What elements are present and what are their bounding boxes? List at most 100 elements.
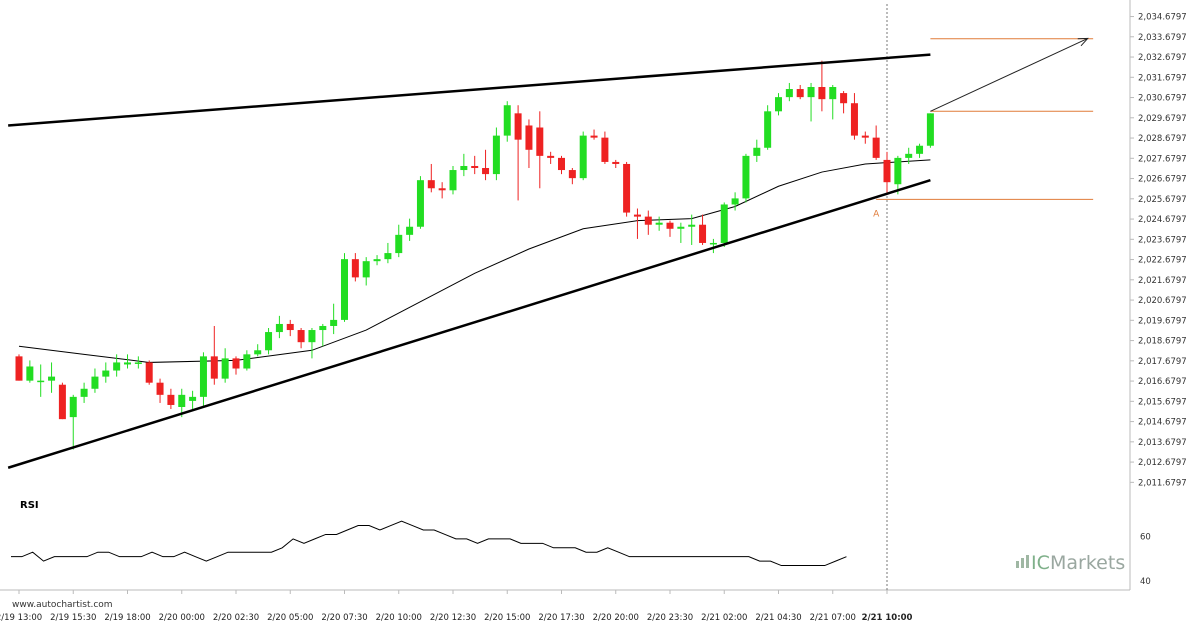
axes-layer: 2,034.6797 2,033.6797 2,032.6797 2,031.6797…	[0, 13, 1187, 623]
candle-body	[91, 376, 99, 389]
candle-body	[124, 362, 131, 365]
y-tick-label: 2,030.6797	[1138, 94, 1187, 104]
candle-body	[69, 396, 77, 418]
candle	[872, 125, 880, 160]
candle	[471, 155, 479, 175]
candle	[894, 155, 902, 195]
candle	[699, 214, 707, 245]
candle-body	[601, 137, 609, 162]
y-tick-label: 2,021.6797	[1138, 276, 1187, 286]
candle	[861, 131, 869, 144]
candle	[275, 315, 283, 339]
candle	[210, 325, 218, 385]
candle	[297, 328, 305, 349]
candle-body	[395, 234, 403, 254]
x-tick-label: 2/20 00:00	[159, 613, 205, 623]
x-tick-label: 2/20 07:30	[321, 613, 367, 623]
candle	[731, 192, 739, 211]
candle-body	[688, 224, 696, 227]
candle	[319, 323, 327, 347]
candle-body	[742, 155, 750, 199]
candle-body	[568, 170, 576, 179]
candle-body	[764, 111, 772, 148]
candle-body	[26, 366, 34, 381]
candle-body	[731, 198, 739, 205]
candle-body	[633, 214, 641, 217]
y-tick-label: 2,024.6797	[1138, 215, 1187, 225]
candle-body	[850, 103, 858, 136]
candle-body	[275, 323, 283, 333]
candle	[503, 101, 511, 142]
candle-body	[351, 259, 359, 278]
candle-body	[482, 168, 490, 175]
candle	[26, 360, 34, 383]
x-tick-label: 2/20 12:30	[430, 613, 476, 623]
candle	[796, 84, 804, 100]
y-tick-label: 2,016.6797	[1138, 377, 1187, 387]
candle	[775, 93, 782, 116]
candle	[69, 394, 77, 450]
x-tick-label: 2/20 10:00	[376, 613, 422, 623]
candle-body	[655, 222, 663, 225]
y-tick-label: 2,026.6797	[1138, 175, 1187, 185]
candle-body	[558, 157, 565, 171]
candle	[189, 390, 197, 410]
y-tick-label: 2,020.6797	[1138, 296, 1187, 306]
candle	[286, 319, 294, 337]
x-tick-label: 2/19 18:00	[104, 613, 150, 623]
candle-body	[427, 180, 435, 189]
candle	[883, 151, 891, 195]
candle	[199, 352, 207, 407]
x-tick-label: 2/19 15:30	[50, 613, 96, 623]
candle	[351, 253, 359, 282]
candle	[167, 388, 175, 410]
candle-body	[785, 89, 793, 98]
candle-body	[525, 125, 533, 150]
candle-body	[156, 382, 164, 395]
y-tick-label: 2,012.6797	[1138, 458, 1187, 468]
candle-body	[58, 384, 66, 420]
candle	[633, 208, 641, 239]
y-tick-label: 2,025.6797	[1138, 195, 1187, 205]
candle	[709, 238, 717, 254]
candle-body	[341, 259, 348, 320]
candle-body	[221, 358, 229, 379]
candle	[221, 348, 229, 383]
candle	[395, 224, 403, 258]
candle-body	[199, 356, 207, 397]
candle	[536, 111, 544, 189]
brand-markets: Markets	[1050, 552, 1125, 574]
candle	[547, 151, 555, 164]
y-tick-label: 2,034.6797	[1138, 13, 1187, 23]
candle	[134, 356, 142, 369]
candle-body	[384, 253, 392, 260]
candle	[764, 105, 772, 150]
candle	[243, 350, 251, 371]
candle-body	[720, 204, 728, 243]
candle	[644, 210, 652, 235]
x-tick-label: 2/20 05:00	[267, 613, 313, 623]
y-tick-label: 2,018.6797	[1138, 337, 1187, 347]
candle	[113, 354, 121, 377]
candle-body	[416, 180, 424, 227]
rsi-panel: RSI 60 40	[11, 500, 1151, 587]
x-tick-label: 2/20 17:30	[538, 613, 584, 623]
candle-body	[80, 388, 88, 397]
candle-body	[861, 135, 869, 138]
rsi-title: RSI	[20, 500, 39, 511]
chart-frame	[0, 0, 1131, 591]
candle-body	[840, 93, 848, 104]
candle	[308, 328, 316, 359]
candle-body	[775, 97, 782, 112]
candle	[15, 354, 23, 381]
candle-body	[362, 261, 370, 278]
candle-body	[677, 226, 685, 229]
brand-ic: IC	[1031, 552, 1050, 574]
candle	[926, 113, 934, 148]
candle	[406, 218, 414, 241]
y-tick-label: 2,032.6797	[1138, 53, 1187, 63]
rsi-line	[11, 520, 847, 567]
y-tick-label: 2,019.6797	[1138, 316, 1187, 326]
